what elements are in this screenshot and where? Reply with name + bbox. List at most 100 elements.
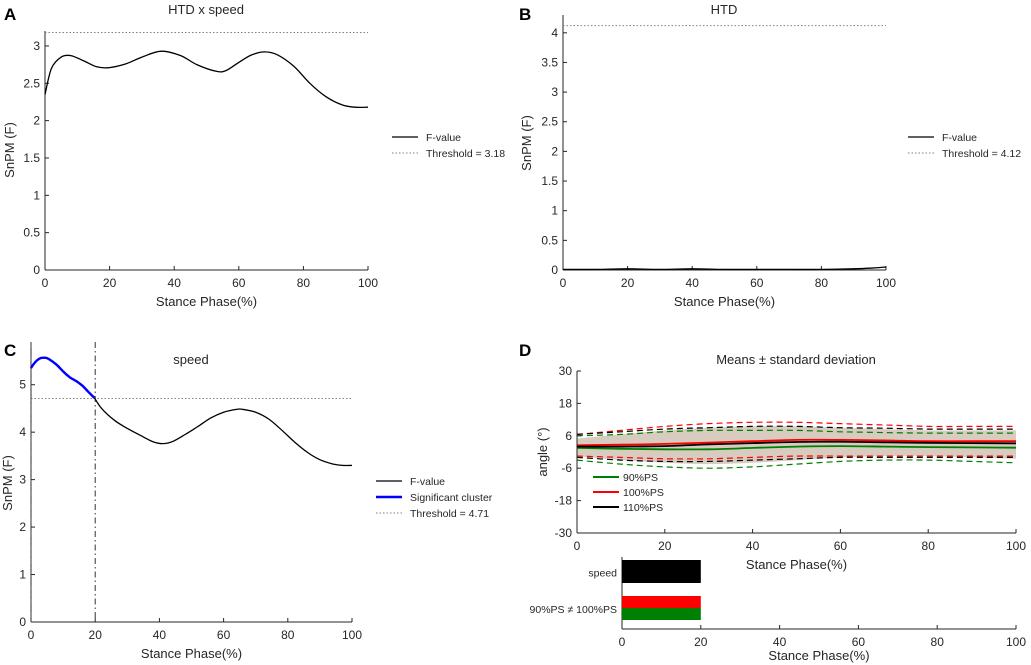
x-tick-label: 20 <box>89 628 103 642</box>
x-axis-label: Stance Phase(%) <box>156 294 257 309</box>
chart-title: Means ± standard deviation <box>716 352 876 367</box>
x-tick-label: 100 <box>876 276 896 290</box>
significance-row-label: 90%PS ≠ 100%PS <box>530 604 617 616</box>
f-value-line <box>94 397 353 467</box>
y-tick-label: 0 <box>33 263 40 277</box>
y-axis-label: angle (°) <box>535 427 550 476</box>
y-tick-label: -6 <box>561 461 572 475</box>
panel-letter: A <box>4 5 16 24</box>
legend-entry: F-value <box>426 132 461 144</box>
x-tick-label: 100 <box>358 276 378 290</box>
significance-bar <box>622 596 701 608</box>
y-tick-label: 1 <box>551 204 558 218</box>
legend-entry: 110%PS <box>623 502 663 514</box>
x-tick-label: 80 <box>281 628 295 642</box>
x-tick-label: 40 <box>153 628 167 642</box>
y-tick-label: 1.5 <box>541 174 558 188</box>
y-tick-label: 30 <box>559 364 573 378</box>
panel-b: 0 20 40 60 80 100 0 0.5 1 1.5 2 2.5 3 3.5 4 Stance Phas… <box>519 2 1021 309</box>
x-tick-label: 80 <box>297 276 311 290</box>
sd-lower-line <box>576 459 1017 469</box>
y-tick-label: -18 <box>555 494 573 508</box>
panel-letter: B <box>519 5 531 24</box>
x-tick-label: 20 <box>658 539 672 553</box>
y-tick-label: 2 <box>551 144 558 158</box>
significant-cluster-line <box>29 356 96 399</box>
x-axis-label: Stance Phase(%) <box>746 557 847 572</box>
y-tick-label: 1 <box>19 568 26 582</box>
legend-entry: F-value <box>942 132 977 144</box>
x-tick-label: 60 <box>834 539 848 553</box>
y-tick-label: 3 <box>551 85 558 99</box>
y-tick-label: 2 <box>19 520 26 534</box>
y-tick-label: 3.5 <box>541 55 558 69</box>
significance-bar <box>622 560 701 583</box>
x-tick-label: 0 <box>42 276 49 290</box>
mean-line <box>576 440 1017 448</box>
x-tick-label: 0 <box>574 539 581 553</box>
legend-entry: Threshold = 3.18 <box>426 148 505 160</box>
y-tick-label: 0.5 <box>23 226 40 240</box>
mean-line <box>576 438 1016 447</box>
mean-line <box>576 445 1017 451</box>
x-tick-label: 60 <box>217 628 231 642</box>
y-tick-label: 2 <box>33 114 40 128</box>
y-tick-label: 3 <box>33 39 40 53</box>
x-tick-label: 80 <box>922 539 936 553</box>
chart-title: speed <box>173 352 208 367</box>
legend-entry: Significant cluster <box>410 492 493 504</box>
chart-title: HTD x speed <box>168 2 244 17</box>
sd-upper-line <box>576 429 1016 437</box>
legend-entry: 100%PS <box>623 487 664 499</box>
legend-entry: 90%PS <box>623 472 658 484</box>
x-tick-label: 80 <box>815 276 829 290</box>
significance-row-label: speed <box>588 568 617 580</box>
y-tick-label: 0.5 <box>541 233 558 247</box>
x-tick-label: 100 <box>1006 539 1026 553</box>
x-tick-label: 100 <box>342 628 362 642</box>
x-axis-label: Stance Phase(%) <box>768 648 869 663</box>
x-axis-label: Stance Phase(%) <box>674 294 775 309</box>
x-axis-label: Stance Phase(%) <box>141 646 242 661</box>
x-tick-label: 40 <box>773 635 787 649</box>
y-tick-label: 1 <box>33 188 40 202</box>
x-tick-label: 0 <box>619 635 626 649</box>
x-tick-label: 0 <box>28 628 35 642</box>
x-tick-label: 60 <box>232 276 246 290</box>
y-tick-label: 2.5 <box>541 115 558 129</box>
chart-title: HTD <box>711 2 738 17</box>
panel-d: 0 20 40 60 80 100 -30 -18 -6 6 18 30 Stance Phase(%)… <box>519 341 1026 572</box>
y-tick-label: 5 <box>19 378 26 392</box>
y-axis-label: SnPM (F) <box>2 122 17 178</box>
x-tick-label: 60 <box>852 635 866 649</box>
panel-c: 0 20 40 60 80 100 0 1 2 3 4 5 Stance Phase(%) SnPM (F… <box>0 341 493 661</box>
f-value-line <box>44 50 369 109</box>
panel-letter: D <box>519 341 531 360</box>
x-tick-label: 40 <box>686 276 700 290</box>
y-tick-label: 18 <box>559 396 573 410</box>
y-tick-label: 3 <box>19 473 26 487</box>
sd-lower-line <box>576 455 1016 460</box>
panel-a: 0 20 40 60 80 100 0 0.5 1 1.5 2 2.5 3 Stance Phase(%)… <box>2 2 505 309</box>
x-tick-label: 40 <box>746 539 760 553</box>
y-tick-label: 2.5 <box>23 76 40 90</box>
y-axis-label: SnPM (F) <box>0 455 15 511</box>
x-tick-label: 20 <box>103 276 117 290</box>
x-tick-label: 60 <box>750 276 764 290</box>
sd-shaded-band <box>577 426 1016 465</box>
y-tick-label: 0 <box>19 615 26 629</box>
sd-upper-line <box>576 421 1016 435</box>
legend-entry: Threshold = 4.12 <box>942 148 1021 160</box>
x-tick-label: 40 <box>168 276 182 290</box>
f-value-line <box>562 266 887 271</box>
x-tick-label: 20 <box>694 635 708 649</box>
y-tick-label: 4 <box>551 26 558 40</box>
y-tick-label: 0 <box>551 263 558 277</box>
panel-d-significance: 0 20 40 60 80 100 Stance Phase(%) speed 90%PS ≠ … <box>530 557 1026 663</box>
significance-bar <box>622 608 701 620</box>
y-tick-label: 1.5 <box>23 151 40 165</box>
panel-letter: C <box>4 341 16 360</box>
sd-upper-line <box>576 425 1016 435</box>
